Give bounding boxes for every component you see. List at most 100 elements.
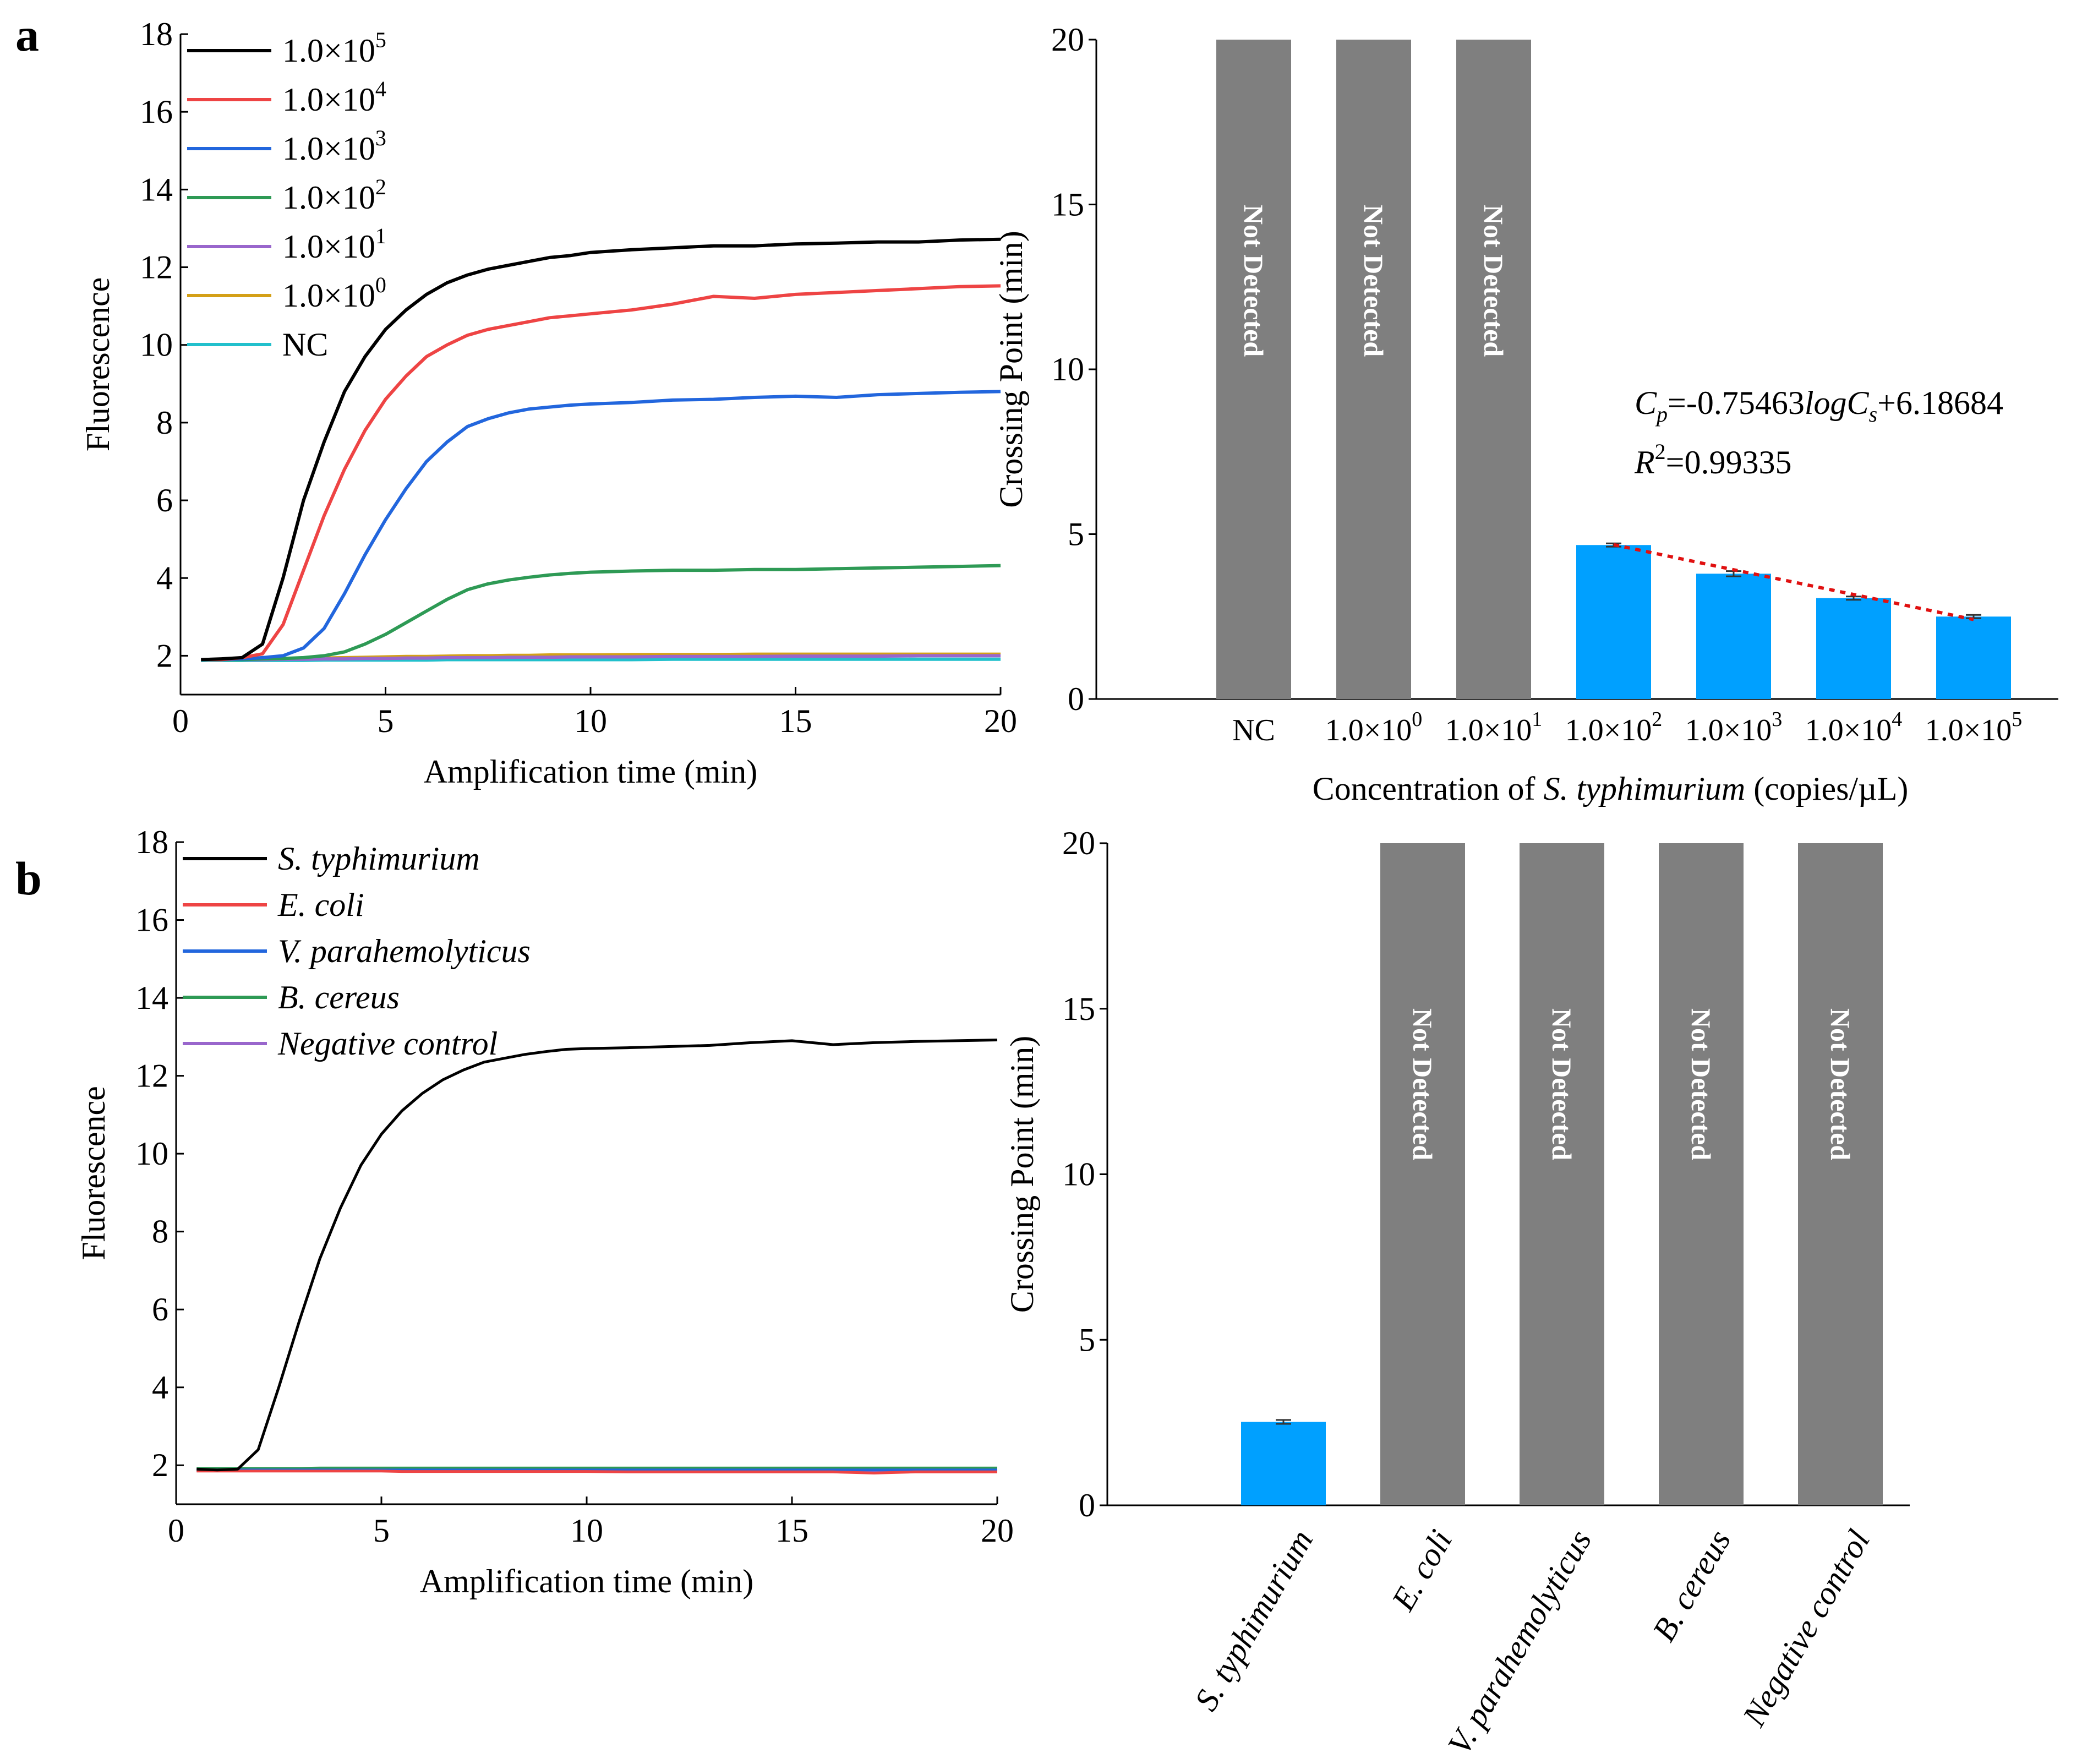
x-category-label: 1.0×100 — [1325, 708, 1423, 747]
not-detected-label: Not Detected — [1825, 1008, 1856, 1160]
legend-label: 1.0×102 — [282, 174, 386, 216]
panel-label-a: a — [15, 8, 39, 61]
bar — [1336, 40, 1411, 699]
x-tick-label: 5 — [373, 1512, 390, 1549]
x-category-label: 1.0×104 — [1805, 708, 1903, 747]
legend-label-sup: 1 — [375, 223, 386, 248]
series-lines — [196, 1039, 998, 1474]
y-tick-label: 5 — [1068, 516, 1084, 553]
bar — [1696, 574, 1771, 699]
bar — [1216, 40, 1291, 699]
y-tick-label: 12 — [135, 1058, 168, 1094]
y-tick-label: 16 — [140, 94, 173, 130]
panel-label-b: b — [15, 852, 42, 905]
legend-label-sup: 4 — [375, 77, 386, 101]
legend-label-base: 1.0×10 — [282, 277, 375, 314]
equation-cp-sub: p — [1655, 402, 1668, 427]
y-tick-label: 14 — [140, 171, 173, 207]
x-category-label: E. coli — [1384, 1524, 1459, 1618]
y-axis-label: Fluorescence — [80, 277, 116, 452]
x-tick-label: 20 — [984, 703, 1017, 739]
y-tick-label: 14 — [135, 980, 168, 1016]
x-category-label: 1.0×105 — [1925, 708, 2023, 747]
legend-label: E. coli — [277, 887, 364, 923]
x-tick-label: 10 — [570, 1512, 603, 1549]
x-category-base: 1.0×10 — [1925, 713, 2012, 747]
bars: Not Detected Not Detected Not Detected — [1216, 40, 2011, 699]
bar — [1380, 843, 1465, 1505]
x-category-labels: NC 1.0×100 1.0×101 1.0×102 1.0×103 1.0×104 1.0… — [1232, 708, 2022, 747]
legend-label-sup: 3 — [375, 125, 386, 150]
r-squared-sup: 2 — [1655, 439, 1666, 464]
legend-label-sup: 2 — [375, 174, 386, 199]
legend-label-base: 1.0×10 — [282, 179, 375, 216]
r-squared-value: =0.99335 — [1666, 444, 1792, 480]
series-line — [201, 284, 1001, 662]
x-category-label: Negative control — [1735, 1524, 1877, 1733]
equation-intercept: +6.18684 — [1877, 385, 2003, 421]
legend-label: NC — [282, 326, 328, 363]
x-category-label: 1.0×102 — [1565, 708, 1663, 747]
bar — [1659, 843, 1744, 1505]
legend-label: B. cereus — [278, 979, 400, 1015]
legend-label-base: 1.0×10 — [282, 130, 375, 167]
x-category-base: 1.0×10 — [1685, 713, 1772, 747]
not-detected-label: Not Detected — [1358, 205, 1389, 357]
legend-label-base: 1.0×10 — [282, 81, 375, 118]
chart-b-crossing-point: 0 5 10 15 20 Crossing Point (min) Not Detected… — [1004, 825, 1910, 1761]
y-tick-label: 2 — [156, 637, 173, 674]
x-category-label: 1.0×101 — [1445, 708, 1543, 747]
y-axis-label: Crossing Point (min) — [993, 231, 1029, 507]
equation-log: logC — [1805, 385, 1870, 421]
x-tick-label: 10 — [574, 703, 607, 739]
y-tick-label: 18 — [140, 16, 173, 52]
legend-label: 1.0×105 — [282, 28, 386, 69]
y-tick-label: 4 — [156, 560, 173, 596]
equation-cs-sub: s — [1869, 402, 1878, 427]
x-category-label: V. parahemolyticus — [1441, 1524, 1599, 1761]
y-tick-label: 8 — [156, 405, 173, 441]
fit-line — [1613, 543, 1974, 621]
legend: 1.0×1051.0×1041.0×1031.0×1021.0×1011.0×1… — [187, 28, 386, 363]
y-tick-label: 6 — [156, 482, 173, 518]
y-tick-label: 10 — [135, 1135, 168, 1172]
series-line — [201, 564, 1001, 662]
x-category-sup: 2 — [1652, 708, 1662, 731]
y-tick-label: 15 — [1051, 187, 1084, 223]
not-detected-label: Not Detected — [1686, 1008, 1717, 1160]
bar — [1936, 616, 2011, 699]
y-tick-label: 6 — [152, 1291, 168, 1328]
y-tick-label: 0 — [1068, 681, 1084, 717]
axes: 0 5 10 15 20 Crossing Point (min) — [1004, 825, 1910, 1523]
not-detected-label: Not Detected — [1407, 1008, 1438, 1160]
legend-label-sup: 0 — [375, 272, 386, 297]
legend-label: 1.0×103 — [282, 125, 386, 167]
equation-coef: =-0.75463 — [1668, 385, 1805, 421]
y-tick-label: 2 — [152, 1447, 168, 1483]
x-category-sup: 3 — [1772, 708, 1782, 731]
x-axis-label: Concentration of S. typhimurium (copies/… — [1313, 771, 1909, 807]
y-tick-label: 10 — [140, 327, 173, 363]
fit-r-squared: R2=0.99335 — [1634, 439, 1792, 480]
y-tick-label: 10 — [1051, 351, 1084, 387]
x-axis-label: Amplification time (min) — [424, 753, 758, 790]
x-axis-label-part: Concentration of — [1313, 771, 1544, 807]
not-detected-label: Not Detected — [1238, 205, 1269, 357]
series-line — [196, 1470, 997, 1474]
bar — [1798, 843, 1883, 1505]
chart-b-fluorescence: 0 5 10 15 20 2 4 6 8 10 12 14 16 18 Amplification time… — [75, 824, 1014, 1599]
y-axis-label: Crossing Point (min) — [1004, 1036, 1040, 1313]
x-axis-label: Amplification time (min) — [420, 1563, 754, 1599]
not-detected-label: Not Detected — [1547, 1008, 1577, 1160]
legend-label-base: NC — [282, 326, 328, 363]
x-category-label: B. cereus — [1646, 1524, 1738, 1647]
y-tick-label: 10 — [1062, 1156, 1095, 1193]
legend-label: Negative control — [277, 1025, 498, 1062]
y-tick-label: 16 — [135, 902, 168, 938]
x-tick-label: 0 — [168, 1512, 184, 1549]
y-tick-label: 20 — [1062, 825, 1095, 861]
series-line — [196, 1039, 998, 1472]
x-category-label: NC — [1232, 713, 1275, 747]
